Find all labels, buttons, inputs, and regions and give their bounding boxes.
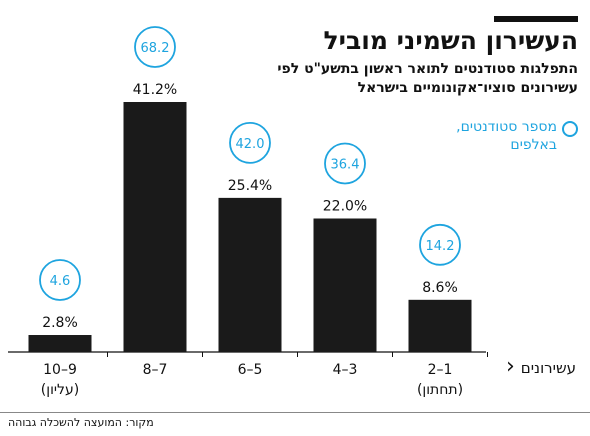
chevron-left-icon: ‹ <box>505 354 515 379</box>
bar <box>218 197 282 352</box>
students-circle <box>229 121 271 164</box>
students-circle <box>419 223 461 266</box>
students-value-label: 14.2 <box>426 239 455 254</box>
chart-title: העשירון השמיני מוביל <box>323 26 578 55</box>
bar-chart: 2.8% 4.6 10–9 (עליון) 41.2% 68.2 8–7 25.4% 42.0 6… <box>8 26 488 398</box>
students-circle <box>39 259 81 301</box>
bar-value-label: 22.0% <box>323 199 367 215</box>
legend: מספר סטודנטים, באלפים <box>433 118 578 154</box>
students-value-label: 42.0 <box>236 137 265 152</box>
x-axis-title-text: עשירונים <box>520 359 576 377</box>
x-tick-label: 6–5 <box>238 362 263 378</box>
bar <box>408 299 472 352</box>
chart-subtitle: התפלגות סטודנטים לתואר ראשון בתשע"ט לפי … <box>277 61 578 96</box>
source-note: מקור: המועצה להשכלה גבוהה <box>8 416 154 429</box>
footer-rule <box>0 412 590 413</box>
students-circle <box>324 142 366 185</box>
legend-circle-icon <box>562 121 578 137</box>
bar <box>313 218 377 352</box>
x-tick-label: 10–9 <box>43 362 77 378</box>
x-tick-label: 2–1 <box>428 362 453 378</box>
bar-value-label: 2.8% <box>42 315 78 331</box>
bar-value-label: 8.6% <box>422 280 458 296</box>
bar <box>28 335 92 352</box>
title-rule <box>494 16 578 22</box>
x-axis-title: עשירונים ‹ <box>506 356 576 378</box>
students-value-label: 68.2 <box>141 41 170 56</box>
bar-value-label: 25.4% <box>228 178 272 194</box>
students-value-label: 4.6 <box>50 274 71 289</box>
students-circle <box>134 26 176 68</box>
x-tick-sublabel: (עליון) <box>41 382 79 398</box>
x-tick-label: 4–3 <box>333 362 358 378</box>
legend-label: מספר סטודנטים, באלפים <box>456 119 557 153</box>
students-value-label: 36.4 <box>331 158 360 173</box>
x-tick-sublabel: (תחתון) <box>417 382 463 398</box>
x-tick-label: 8–7 <box>143 362 168 378</box>
bar-value-label: 41.2% <box>133 82 177 98</box>
bar <box>123 102 187 352</box>
